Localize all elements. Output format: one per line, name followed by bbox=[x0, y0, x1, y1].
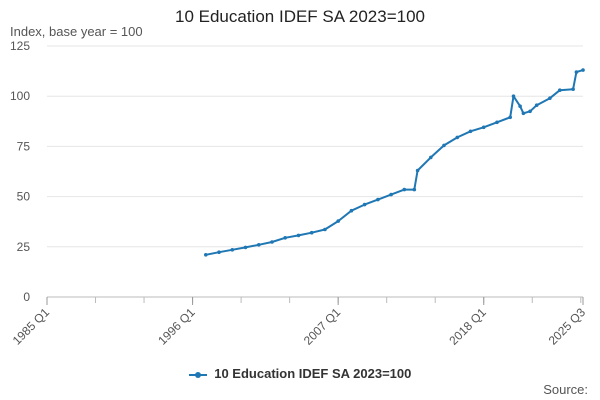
legend-label: 10 Education IDEF SA 2023=100 bbox=[214, 366, 412, 381]
data-point bbox=[481, 125, 486, 130]
data-point bbox=[402, 187, 407, 192]
data-point bbox=[217, 250, 221, 254]
data-point bbox=[429, 155, 433, 160]
data-point bbox=[296, 233, 301, 238]
data-point bbox=[283, 236, 288, 240]
data-point bbox=[309, 230, 314, 235]
data-point bbox=[257, 243, 261, 247]
legend-swatch bbox=[188, 371, 207, 378]
gridlines bbox=[47, 45, 583, 298]
data-point bbox=[412, 187, 417, 192]
data-point bbox=[528, 109, 532, 114]
data-point bbox=[415, 168, 420, 173]
y-tick-label: 50 bbox=[17, 190, 31, 204]
data-point bbox=[230, 248, 235, 252]
data-point bbox=[508, 115, 512, 120]
chart-title: 10 Education IDEF SA 2023=100 bbox=[175, 7, 425, 26]
data-point bbox=[558, 88, 562, 92]
series-line bbox=[205, 69, 584, 256]
y-tick-label: 0 bbox=[23, 290, 30, 304]
data-point bbox=[270, 240, 274, 244]
y-tick-label: 125 bbox=[10, 39, 30, 53]
data-point bbox=[362, 202, 367, 207]
x-tick-label: 1996 Q1 bbox=[155, 305, 198, 348]
data-point bbox=[521, 111, 526, 116]
data-point bbox=[468, 129, 473, 134]
data-point bbox=[336, 219, 341, 223]
data-point bbox=[574, 70, 579, 74]
x-tick-label: 1985 Q1 bbox=[10, 305, 53, 348]
data-point bbox=[376, 197, 380, 202]
y-axis-label: Index, base year = 100 bbox=[10, 24, 143, 39]
source-label: Source: bbox=[543, 382, 588, 397]
data-point bbox=[442, 143, 446, 148]
data-point bbox=[534, 103, 539, 107]
y-tick-label: 25 bbox=[17, 240, 31, 254]
y-axis-ticks: 0 25 50 75 100 125 bbox=[10, 39, 30, 304]
data-point bbox=[243, 245, 248, 250]
x-tick-label: 2007 Q1 bbox=[301, 305, 344, 348]
y-tick-label: 100 bbox=[10, 89, 30, 103]
x-tick-label: 2018 Q1 bbox=[446, 305, 489, 348]
data-point bbox=[571, 87, 575, 91]
data-point bbox=[349, 208, 354, 213]
series-layer bbox=[204, 68, 585, 257]
data-point bbox=[518, 104, 522, 108]
legend[interactable]: 10 Education IDEF SA 2023=100 bbox=[0, 366, 600, 381]
data-point bbox=[455, 135, 460, 140]
data-point bbox=[495, 120, 499, 125]
data-point bbox=[511, 94, 516, 98]
y-tick-label: 75 bbox=[17, 139, 31, 153]
data-point bbox=[323, 227, 327, 232]
x-axis-ticks: 1985 Q1 1996 Q1 2007 Q1 2018 Q1 2025 Q3 bbox=[10, 297, 589, 348]
data-point bbox=[581, 68, 585, 72]
data-point bbox=[548, 96, 552, 100]
x-tick-label: 2025 Q3 bbox=[546, 305, 589, 348]
data-point bbox=[389, 192, 393, 197]
data-point bbox=[204, 253, 208, 257]
